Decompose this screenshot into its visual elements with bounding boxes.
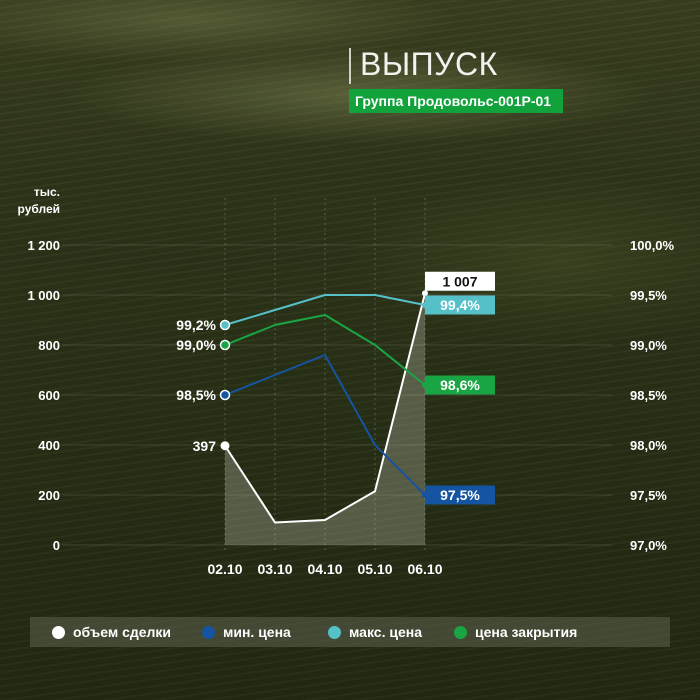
y-left-unit-label: рублей [18,202,60,216]
close-price-start-label: 99,0% [176,337,216,353]
y-right-tick-label: 97,0% [630,538,667,553]
issuer-badge: Группа Продовольс-001Р-01 [349,89,564,113]
chart-legend: объем сделки мин. цена макс. цена цена закр… [30,617,670,647]
y-left-tick-label: 1 200 [27,238,60,253]
y-right-tick-label: 98,0% [630,438,667,453]
x-tick-label: 06.10 [407,561,442,577]
legend-item-min-price: мин. цена [202,617,291,647]
close-price-start-point [219,339,231,351]
volume-line [224,293,426,524]
y-right-tick-label: 97,5% [630,488,667,503]
max-price-end-label-box [425,295,495,315]
close-price-line [224,314,426,386]
max-price-start-label: 99,2% [176,317,216,333]
max-price-line [224,294,426,326]
legend-swatch [328,625,341,639]
x-tick-label: 03.10 [257,561,292,577]
volume-end-point [422,290,428,297]
y-right-tick-label: 99,5% [630,288,667,303]
legend-item-close-price: цена закрытия [454,617,577,647]
y-left-tick-label: 800 [38,338,60,353]
y-left-tick-label: 400 [38,438,60,453]
y-left-tick-label: 600 [38,388,60,403]
legend-label: цена закрытия [475,624,578,640]
legend-swatch [454,625,467,639]
min-price-end-label: 97,5% [440,487,480,503]
max-price-end-label: 99,4% [440,297,480,313]
legend-swatch [202,625,215,639]
volume-start-point [220,441,230,451]
y-left-tick-label: 0 [53,538,60,553]
legend-label: мин. цена [223,624,291,640]
x-tick-label: 04.10 [307,561,342,577]
y-right-tick-label: 100,0% [630,238,675,253]
page-title: ВЫПУСК [360,46,498,82]
legend-label: объем сделки [73,624,172,640]
legend-item-volume: объем сделки [52,617,171,647]
volume-end-label: 1 007 [442,273,477,289]
volume-start-label: 397 [193,438,217,454]
max-price-start-point [219,319,231,331]
y-left-tick-label: 1 000 [27,288,60,303]
legend-item-max-price: макс. цена [328,617,422,647]
y-right-tick-label: 98,5% [630,388,667,403]
min-price-end-label-box [425,485,495,505]
title-accent-bar [349,48,351,84]
y-left-tick-label: 200 [38,488,60,503]
close-price-end-label: 98,6% [440,377,480,393]
min-price-start-label: 98,5% [176,387,216,403]
legend-swatch [52,625,65,639]
min-price-line [224,354,426,496]
y-right-tick-label: 99,0% [630,338,667,353]
volume-end-label-box [425,271,495,291]
y-left-unit-label: тыс. [34,185,60,199]
volume-area [225,293,425,545]
legend-label: макс. цена [349,624,422,640]
min-price-start-point [219,389,231,401]
close-price-end-label-box [425,375,495,395]
x-tick-label: 05.10 [357,561,392,577]
x-tick-label: 02.10 [207,561,242,577]
